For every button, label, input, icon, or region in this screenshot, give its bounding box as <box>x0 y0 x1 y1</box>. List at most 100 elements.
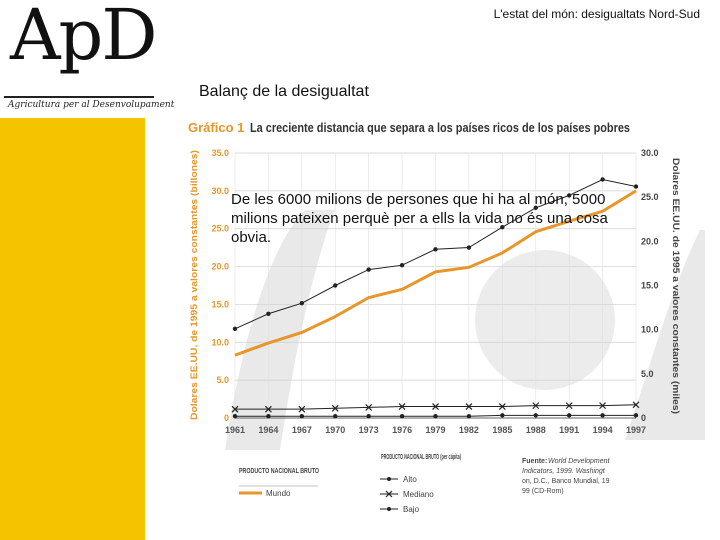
legend-marker-bajo <box>387 507 391 511</box>
data-point-alto <box>333 283 338 288</box>
x-tick-label: 1967 <box>292 425 312 435</box>
x-tick-label: 1982 <box>459 425 479 435</box>
x-tick-label: 1985 <box>492 425 512 435</box>
overlay-text: De les 6000 milions de persones que hi h… <box>231 191 608 246</box>
data-point-bajo <box>299 414 305 419</box>
x-tick-label: 1979 <box>425 425 445 435</box>
data-point-mediano <box>264 405 272 413</box>
y-axis-label: Dolares EE.UU. de 1995 a valores constan… <box>189 150 199 420</box>
legend-marker-mediano <box>385 490 393 498</box>
y2-tick-label: 10.0 <box>641 325 659 335</box>
y-tick-label: 10.0 <box>211 337 229 347</box>
y-tick-label: 5.0 <box>216 375 229 385</box>
x-tick-label: 1970 <box>325 425 345 435</box>
logo-underline <box>4 96 154 98</box>
data-point-bajo <box>533 413 538 418</box>
y2-tick-label: 5.0 <box>641 369 654 379</box>
x-tick-label: 1997 <box>626 425 646 435</box>
source-text-line: Indicators, 1999. Washingt <box>522 468 606 475</box>
data-point-bajo <box>466 414 472 419</box>
source-text-line: on, D.C., Banco Mundial, 19 <box>522 478 610 485</box>
y2-axis-label: Dolares EE.UU. de 1995 a valores constan… <box>671 158 681 414</box>
data-point-mediano <box>532 402 540 410</box>
data-point-alto <box>299 300 305 306</box>
background-watermark <box>225 210 705 450</box>
data-point-mediano <box>231 405 239 413</box>
data-point-bajo <box>333 414 338 419</box>
x-tick-label: 1988 <box>526 425 546 435</box>
chart-source: Fuente: World Development Indicators, 1999… <box>522 458 611 495</box>
legend-label-mundo: Mundo <box>266 489 291 498</box>
source-label: Fuente: <box>522 458 547 465</box>
data-point-alto <box>433 247 438 252</box>
apd-logo: ApD Agricultura per al Desenvolupament <box>4 0 174 110</box>
data-point-alto <box>466 245 472 250</box>
yellow-sidebar <box>0 118 145 540</box>
section-title: Balanç de la desigualtat <box>199 83 369 100</box>
source-text-line: World Development <box>548 458 611 465</box>
y-tick-label: 0 <box>224 413 229 423</box>
legend-marker-alto <box>387 477 391 481</box>
x-tick-label: 1994 <box>593 425 613 435</box>
y2-tick-label: 25.0 <box>641 192 659 202</box>
x-tick-label: 1964 <box>258 425 278 435</box>
legend-label-alto: Alto <box>403 475 417 484</box>
data-point-alto <box>633 184 639 189</box>
y-tick-label: 15.0 <box>211 299 229 309</box>
data-point-mediano <box>632 401 640 409</box>
x-tick-label: 1973 <box>359 425 379 435</box>
data-point-mediano <box>465 403 473 410</box>
x-tick-label: 1976 <box>392 425 412 435</box>
y2-tick-label: 20.0 <box>641 236 659 246</box>
data-point-alto <box>399 262 405 268</box>
y-tick-label: 20.0 <box>211 262 229 272</box>
data-point-mediano <box>398 403 406 410</box>
plot-area: 0 5.0 10.0 15.0 20.0 25.0 30.0 35.0 0 5.0 10.0 15.0… <box>211 148 658 435</box>
logo-text: ApD <box>10 0 157 76</box>
data-point-alto <box>232 326 238 331</box>
legend-label-bajo: Bajo <box>403 505 420 514</box>
data-point-alto <box>600 177 605 182</box>
x-tick-label: 1961 <box>225 425 245 435</box>
chart-title-group: Gráfico 1 La creciente distancia que sep… <box>188 120 630 135</box>
chart-title-label: Gráfico 1 <box>188 120 244 135</box>
data-point-alto <box>366 267 371 272</box>
data-point-bajo <box>500 413 505 418</box>
data-point-bajo <box>266 414 271 419</box>
x-tick-label: 1991 <box>559 425 579 435</box>
data-point-mediano <box>432 403 439 410</box>
y2-tick-label: 30.0 <box>641 148 659 158</box>
source-text-line: 99 (CD-Rom) <box>522 488 564 495</box>
data-point-bajo <box>633 413 639 418</box>
data-point-mediano <box>298 405 306 413</box>
legend-label-mediano: Mediano <box>403 490 434 499</box>
y-tick-label: 25.0 <box>211 224 229 234</box>
chart-title: La creciente distancia que separa a los … <box>250 120 630 135</box>
legend-group2-title: PRODUCTO NACIONAL BRUTO (per cápita) <box>381 454 461 461</box>
data-point-mediano <box>498 403 506 410</box>
data-point-bajo <box>433 414 438 419</box>
data-point-alto <box>500 225 505 230</box>
y2-tick-label: 0 <box>641 413 646 423</box>
data-point-alto <box>533 205 538 210</box>
data-point-mediano <box>599 402 607 410</box>
data-point-bajo <box>366 414 371 419</box>
data-point-bajo <box>399 414 405 419</box>
page-header: L'estat del món: desigualtats Nord-Sud <box>493 7 700 21</box>
legend-group1-title: PRODUCTO NACIONAL BRUTO <box>239 468 319 475</box>
y2-tick-label: 15.0 <box>641 281 659 291</box>
data-point-mediano <box>365 403 373 411</box>
chart-legend: PRODUCTO NACIONAL BRUTO Mundo PRODUCTO NAC… <box>239 454 461 514</box>
logo-subtitle: Agricultura per al Desenvolupament <box>8 100 175 110</box>
data-point-bajo <box>566 413 572 418</box>
data-point-alto <box>566 193 572 198</box>
series-line-mundo <box>234 189 637 357</box>
data-point-alto <box>266 311 271 316</box>
data-point-mediano <box>331 404 339 412</box>
y-tick-label: 35.0 <box>211 148 229 158</box>
y-tick-label: 30.0 <box>211 186 229 196</box>
data-point-mediano <box>565 402 573 410</box>
data-point-bajo <box>600 413 605 418</box>
data-point-bajo <box>232 414 238 419</box>
